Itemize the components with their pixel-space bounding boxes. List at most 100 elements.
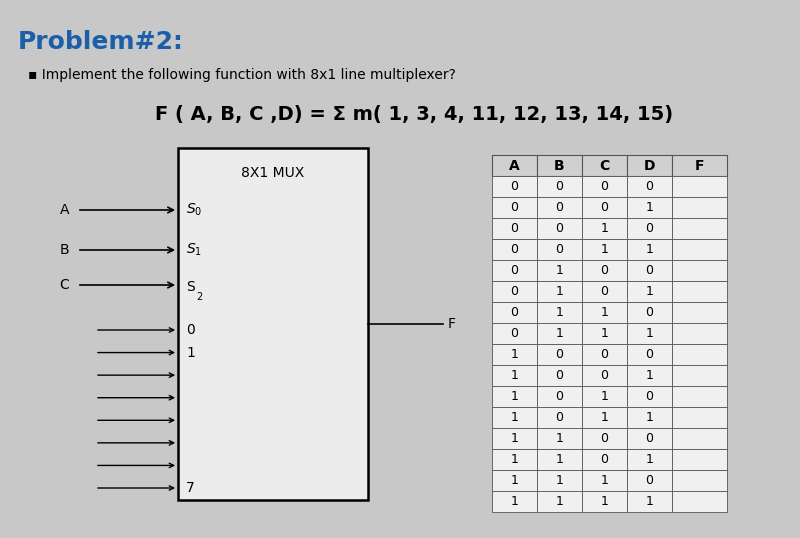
Text: 0: 0 <box>601 201 609 214</box>
Text: 0: 0 <box>555 411 563 424</box>
Text: 1: 1 <box>601 411 609 424</box>
Text: 1: 1 <box>510 390 518 403</box>
Text: 0: 0 <box>555 348 563 361</box>
Text: 2: 2 <box>196 292 202 302</box>
Bar <box>672 197 727 218</box>
Bar <box>672 302 727 323</box>
Text: 0: 0 <box>601 369 609 382</box>
Text: 0: 0 <box>510 243 518 256</box>
Bar <box>537 260 582 281</box>
Bar <box>627 281 672 302</box>
Bar <box>492 470 537 491</box>
Bar <box>672 281 727 302</box>
Text: 1: 1 <box>510 348 518 361</box>
Bar <box>537 323 582 344</box>
Text: 0: 0 <box>510 222 518 235</box>
Text: 0: 0 <box>510 201 518 214</box>
Text: 0: 0 <box>510 285 518 298</box>
Bar <box>492 218 537 239</box>
Bar <box>672 491 727 512</box>
Bar <box>672 260 727 281</box>
Bar <box>492 239 537 260</box>
Text: 7: 7 <box>186 481 194 495</box>
Text: 1: 1 <box>555 453 563 466</box>
Text: 1: 1 <box>601 243 609 256</box>
Text: 0: 0 <box>555 180 563 193</box>
Bar <box>492 176 537 197</box>
Text: 1: 1 <box>186 345 195 359</box>
Bar <box>582 155 627 176</box>
Text: 1: 1 <box>646 411 654 424</box>
Bar <box>582 386 627 407</box>
Bar <box>672 218 727 239</box>
Bar <box>537 386 582 407</box>
Text: 0: 0 <box>646 306 654 319</box>
Text: ▪ Implement the following function with 8x1 line multiplexer?: ▪ Implement the following function with … <box>28 68 456 82</box>
Bar <box>537 302 582 323</box>
Bar <box>627 239 672 260</box>
Bar <box>537 344 582 365</box>
Bar <box>627 344 672 365</box>
Text: 0: 0 <box>510 264 518 277</box>
Text: 1: 1 <box>601 222 609 235</box>
Text: F: F <box>448 317 456 331</box>
Bar <box>627 365 672 386</box>
Bar <box>672 323 727 344</box>
Text: 1: 1 <box>555 495 563 508</box>
Text: 0: 0 <box>601 264 609 277</box>
Text: 1: 1 <box>555 327 563 340</box>
Bar <box>672 449 727 470</box>
Bar <box>582 365 627 386</box>
Bar <box>492 197 537 218</box>
Text: 1: 1 <box>555 432 563 445</box>
Text: 1: 1 <box>646 327 654 340</box>
Text: 0: 0 <box>555 369 563 382</box>
Text: 1: 1 <box>646 285 654 298</box>
Bar <box>672 155 727 176</box>
Text: 0: 0 <box>510 180 518 193</box>
Bar <box>627 260 672 281</box>
Bar <box>627 449 672 470</box>
Bar <box>582 197 627 218</box>
Text: 1: 1 <box>510 411 518 424</box>
Text: A: A <box>59 203 69 217</box>
Bar <box>582 491 627 512</box>
Bar <box>492 260 537 281</box>
Bar <box>582 218 627 239</box>
Bar <box>537 218 582 239</box>
Bar <box>672 176 727 197</box>
Text: 1: 1 <box>510 432 518 445</box>
Bar <box>537 449 582 470</box>
Bar <box>537 281 582 302</box>
Text: F: F <box>694 159 704 173</box>
Text: B: B <box>554 159 565 173</box>
Bar <box>492 365 537 386</box>
Text: 1: 1 <box>601 306 609 319</box>
Text: 0: 0 <box>646 390 654 403</box>
Bar <box>627 428 672 449</box>
Bar <box>582 239 627 260</box>
Bar <box>672 344 727 365</box>
Bar <box>672 470 727 491</box>
Bar <box>537 407 582 428</box>
Bar <box>492 491 537 512</box>
Text: 0: 0 <box>646 432 654 445</box>
Bar <box>492 323 537 344</box>
Text: 1: 1 <box>555 285 563 298</box>
Bar <box>627 197 672 218</box>
Text: 1: 1 <box>646 369 654 382</box>
Bar <box>537 470 582 491</box>
Bar <box>537 365 582 386</box>
Bar <box>537 155 582 176</box>
Text: 0: 0 <box>601 180 609 193</box>
Text: 0: 0 <box>510 327 518 340</box>
Text: 1: 1 <box>601 495 609 508</box>
Text: 0: 0 <box>555 201 563 214</box>
Text: 1: 1 <box>601 327 609 340</box>
Bar <box>627 176 672 197</box>
Bar <box>627 470 672 491</box>
Text: 1: 1 <box>646 453 654 466</box>
Text: 1: 1 <box>646 243 654 256</box>
Bar <box>582 449 627 470</box>
Text: 0: 0 <box>555 222 563 235</box>
